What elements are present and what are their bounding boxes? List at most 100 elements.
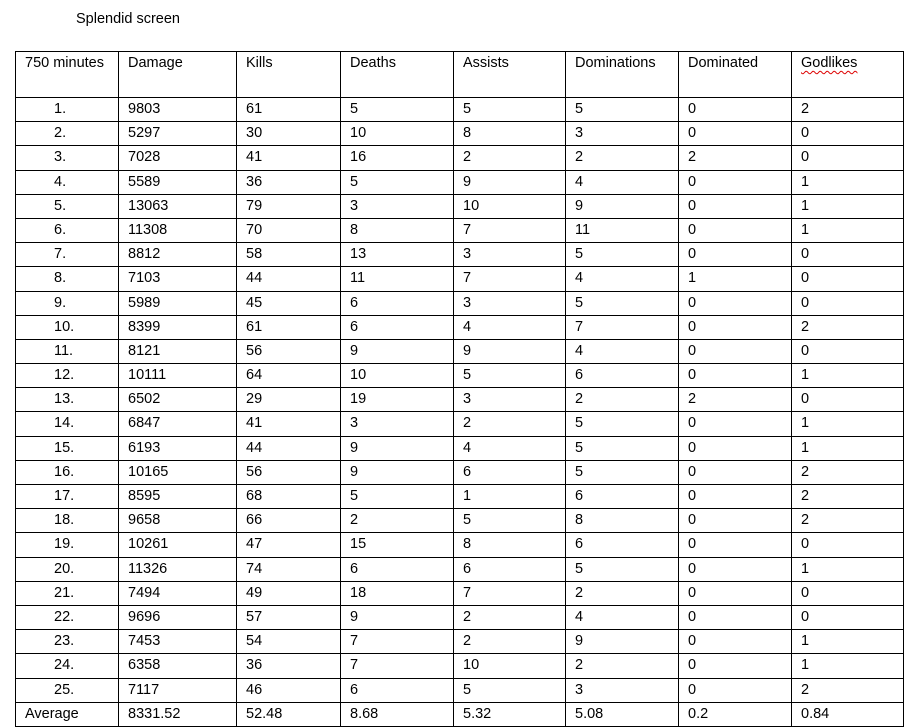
cell-godlikes: 0 <box>791 338 904 365</box>
cell-dominated: 0 <box>678 411 792 437</box>
cell-godlikes: 1 <box>791 556 904 582</box>
cell-kills: 44 <box>236 435 341 461</box>
cell-deaths: 9 <box>340 604 454 631</box>
cell-damage: 11308 <box>118 217 237 244</box>
cell-dominations: 5 <box>565 556 679 582</box>
cell-dominations: 2 <box>565 145 679 171</box>
cell-dominated: 0 <box>678 242 792 268</box>
table-row: 4. 5589 36 5 9 4 0 1 <box>15 169 904 195</box>
cell-godlikes: 0 <box>791 290 904 316</box>
table-row: 6. 11308 70 8 7 11 0 1 <box>15 217 904 244</box>
cell-damage: 8399 <box>118 314 237 340</box>
cell-godlikes: 2 <box>791 677 904 703</box>
cell-damage: 13063 <box>118 193 237 219</box>
cell-kills: 56 <box>236 338 341 365</box>
cell-dominations: 2 <box>565 580 679 606</box>
stats-table: 750 minutes Damage Kills Deaths Assists Domin… <box>15 51 904 727</box>
cell-damage: 8595 <box>118 483 237 510</box>
cell-deaths: 2 <box>340 508 454 534</box>
cell-deaths: 7 <box>340 629 454 655</box>
cell-index: 13. <box>15 387 119 413</box>
cell-godlikes: 2 <box>791 508 904 534</box>
cell-damage: 7494 <box>118 580 237 606</box>
cell-dominations: 5 <box>565 459 679 486</box>
cell-godlikes: 0 <box>791 266 904 292</box>
cell-godlikes: 0 <box>791 580 904 606</box>
cell-dominated: 0 <box>678 459 792 486</box>
cell-dominated: 0 <box>678 532 792 558</box>
cell-index: 16. <box>15 459 119 486</box>
cell-godlikes: 1 <box>791 411 904 437</box>
cell-index: 20. <box>15 556 119 582</box>
cell-assists: 4 <box>453 314 566 340</box>
cell-index: 10. <box>15 314 119 340</box>
header-label: 750 minutes <box>25 55 104 71</box>
cell-deaths: 9 <box>340 459 454 486</box>
cell-index: 21. <box>15 580 119 606</box>
cell-assists: 2 <box>453 604 566 631</box>
cell-assists: 3 <box>453 387 566 413</box>
table-row: 3. 7028 41 16 2 2 2 0 <box>15 145 904 171</box>
cell-godlikes: 2 <box>791 96 904 123</box>
cell-godlikes: 2 <box>791 314 904 340</box>
cell-deaths: 18 <box>340 580 454 606</box>
cell-dominated: 0 <box>678 604 792 631</box>
cell-dominated: 0 <box>678 435 792 461</box>
cell-kills: 61 <box>236 96 341 123</box>
cell-kills: 41 <box>236 145 341 171</box>
header-deaths: Deaths <box>340 51 454 98</box>
cell-index: 24. <box>15 653 119 679</box>
cell-index: 11. <box>15 338 119 365</box>
cell-dominations: 5 <box>565 96 679 123</box>
cell-index: 9. <box>15 290 119 316</box>
cell-dominated: 1 <box>678 266 792 292</box>
cell-damage: 6502 <box>118 387 237 413</box>
cell-kills: 47 <box>236 532 341 558</box>
cell-damage: 9803 <box>118 96 237 123</box>
cell-kills: 66 <box>236 508 341 534</box>
cell-damage: 8121 <box>118 338 237 365</box>
table-row: 23. 7453 54 7 2 9 0 1 <box>15 629 904 655</box>
cell-deaths: 5 <box>340 169 454 195</box>
cell-damage: 7028 <box>118 145 237 171</box>
cell-index: 2. <box>15 121 119 147</box>
cell-index: 22. <box>15 604 119 631</box>
cell-godlikes: 2 <box>791 483 904 510</box>
cell-kills: 57 <box>236 604 341 631</box>
cell-kills: 44 <box>236 266 341 292</box>
cell-dominations: 2 <box>565 387 679 413</box>
cell-dominations: 6 <box>565 363 679 389</box>
header-label: Dominations <box>575 55 656 71</box>
cell-damage: 7453 <box>118 629 237 655</box>
cell-kills: 36 <box>236 169 341 195</box>
cell-damage: 10165 <box>118 459 237 486</box>
cell-deaths: 3 <box>340 411 454 437</box>
cell-damage: 11326 <box>118 556 237 582</box>
cell-godlikes: 0 <box>791 604 904 631</box>
cell-godlikes: 1 <box>791 435 904 461</box>
cell-deaths: 10 <box>340 363 454 389</box>
table-row: 16. 10165 56 9 6 5 0 2 <box>15 459 904 486</box>
table-row: 8. 7103 44 11 7 4 1 0 <box>15 266 904 292</box>
cell-dominations: 5 <box>565 290 679 316</box>
table-row: 17. 8595 68 5 1 6 0 2 <box>15 483 904 510</box>
cell-damage: 6193 <box>118 435 237 461</box>
cell-deaths: 6 <box>340 556 454 582</box>
cell-godlikes: 1 <box>791 653 904 679</box>
table-row: 11. 8121 56 9 9 4 0 0 <box>15 338 904 365</box>
header-label: Assists <box>463 55 509 71</box>
cell-deaths: 13 <box>340 242 454 268</box>
cell-index: 1. <box>15 96 119 123</box>
table-row: 21. 7494 49 18 7 2 0 0 <box>15 580 904 606</box>
header-label: Kills <box>246 55 273 71</box>
cell-kills: 29 <box>236 387 341 413</box>
table-row: 18. 9658 66 2 5 8 0 2 <box>15 508 904 534</box>
cell-assists: 3 <box>453 290 566 316</box>
cell-dominations: 2 <box>565 653 679 679</box>
cell-dominated: 0 <box>678 314 792 340</box>
cell-dominations: 3 <box>565 677 679 703</box>
cell-dominations: 7 <box>565 314 679 340</box>
cell-dominated: 0 <box>678 217 792 244</box>
table-row: 22. 9696 57 9 2 4 0 0 <box>15 604 904 631</box>
cell-index: 23. <box>15 629 119 655</box>
